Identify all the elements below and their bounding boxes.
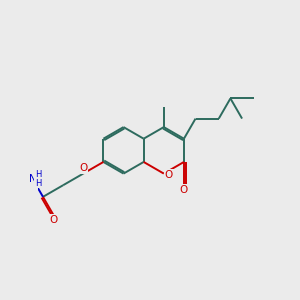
Text: O: O [79,164,87,173]
Text: H: H [35,170,41,179]
Text: H: H [35,179,41,188]
Text: O: O [165,170,173,180]
Text: O: O [49,215,57,225]
Text: O: O [180,185,188,195]
Text: N: N [29,174,37,184]
